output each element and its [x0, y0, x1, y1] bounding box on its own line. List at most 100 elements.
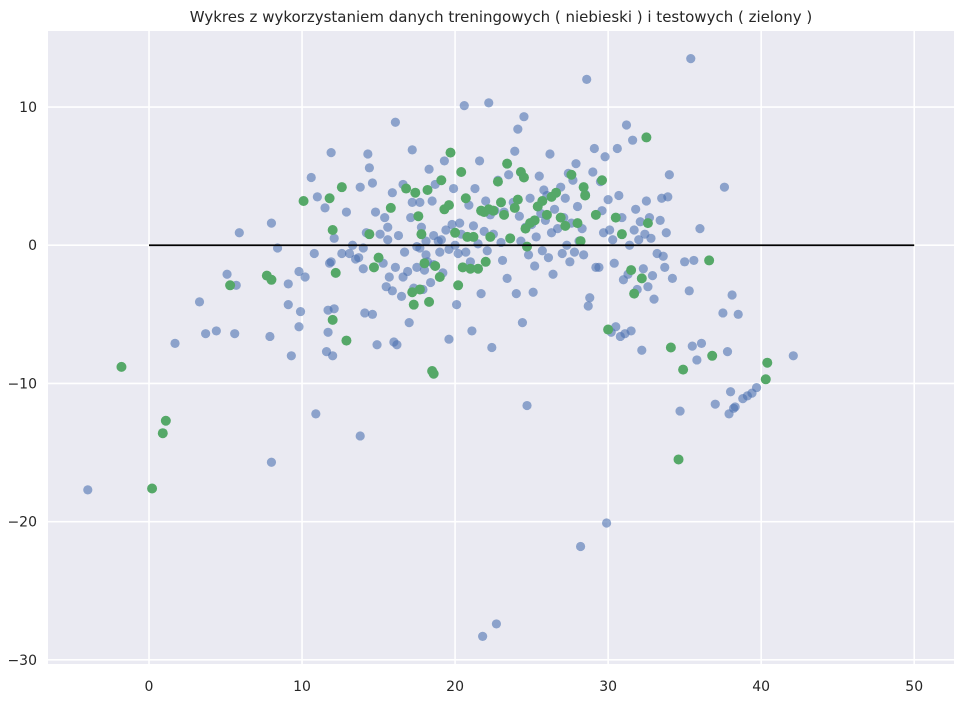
train-point: [283, 279, 293, 289]
train-point: [311, 409, 321, 419]
train-point: [300, 272, 310, 282]
train-point: [387, 188, 397, 198]
train-point: [612, 143, 622, 154]
train-point: [548, 269, 558, 279]
train-point: [355, 431, 365, 441]
train-point: [660, 262, 670, 272]
train-point: [367, 309, 378, 319]
test-point: [422, 184, 433, 195]
train-point: [621, 120, 632, 130]
train-point: [557, 248, 567, 259]
train-point: [230, 329, 240, 339]
train-point: [328, 351, 338, 361]
train-point: [519, 112, 529, 122]
train-point: [730, 402, 740, 412]
test-point: [465, 263, 476, 274]
test-point: [116, 361, 127, 372]
test-point: [416, 229, 427, 240]
train-series: [83, 54, 798, 641]
y-tick-label: −30: [7, 653, 37, 669]
test-point: [665, 342, 676, 353]
train-point: [363, 149, 373, 159]
train-point: [370, 207, 381, 217]
test-point: [560, 220, 571, 231]
train-point: [637, 345, 647, 355]
train-point: [658, 251, 668, 261]
train-point: [569, 247, 580, 257]
train-point: [655, 215, 665, 225]
train-point: [393, 230, 404, 241]
train-point: [312, 192, 322, 202]
train-point: [641, 196, 651, 206]
test-point: [610, 212, 621, 223]
train-point: [201, 329, 211, 339]
test-point: [468, 231, 479, 242]
train-point: [517, 318, 528, 328]
y-tick-label: −10: [7, 376, 37, 392]
test-point: [298, 195, 309, 206]
test-point: [368, 262, 379, 273]
train-point: [424, 164, 434, 174]
train-point: [341, 207, 352, 217]
train-point: [522, 400, 532, 411]
train-point: [504, 170, 514, 180]
train-point: [733, 309, 743, 319]
test-point: [460, 193, 471, 204]
test-series: [116, 132, 773, 494]
test-point: [502, 158, 513, 169]
train-point: [600, 152, 610, 162]
test-point: [555, 212, 566, 223]
train-point: [513, 124, 523, 134]
train-point: [631, 204, 641, 214]
test-point: [160, 415, 171, 426]
test-point: [373, 252, 384, 263]
test-point: [505, 233, 516, 244]
test-point: [512, 194, 523, 205]
test-point: [762, 357, 773, 368]
train-point: [436, 235, 446, 245]
train-point: [487, 342, 497, 353]
train-point: [421, 236, 431, 246]
train-point: [482, 246, 492, 256]
train-point: [647, 271, 658, 281]
train-point: [609, 258, 619, 268]
test-point: [450, 227, 461, 238]
train-point: [435, 247, 445, 257]
train-point: [387, 286, 397, 296]
train-point: [427, 196, 437, 206]
train-point: [531, 232, 541, 242]
train-point: [589, 143, 599, 154]
test-point: [445, 147, 456, 158]
train-point: [481, 196, 491, 206]
train-point: [479, 226, 489, 237]
test-point: [327, 225, 338, 236]
test-point: [603, 324, 614, 335]
train-point: [537, 246, 547, 256]
train-point: [283, 300, 293, 310]
train-point: [419, 265, 430, 275]
train-point: [510, 146, 520, 156]
train-point: [323, 327, 333, 337]
train-point: [661, 228, 671, 238]
train-point: [614, 190, 624, 201]
test-point: [225, 280, 236, 291]
train-point: [439, 156, 449, 166]
test-point: [626, 265, 637, 276]
test-point: [336, 182, 347, 193]
train-point: [286, 351, 296, 361]
train-point: [663, 192, 673, 202]
train-point: [530, 261, 540, 271]
test-point: [266, 274, 277, 285]
train-point: [545, 149, 555, 159]
train-point: [605, 225, 615, 235]
train-point: [692, 355, 702, 365]
train-point: [452, 300, 462, 310]
train-point: [222, 269, 232, 279]
x-tick-label: 20: [446, 679, 464, 695]
test-point: [436, 175, 447, 186]
x-tick-label: 0: [145, 679, 154, 695]
train-point: [725, 387, 736, 397]
train-point: [412, 262, 422, 272]
